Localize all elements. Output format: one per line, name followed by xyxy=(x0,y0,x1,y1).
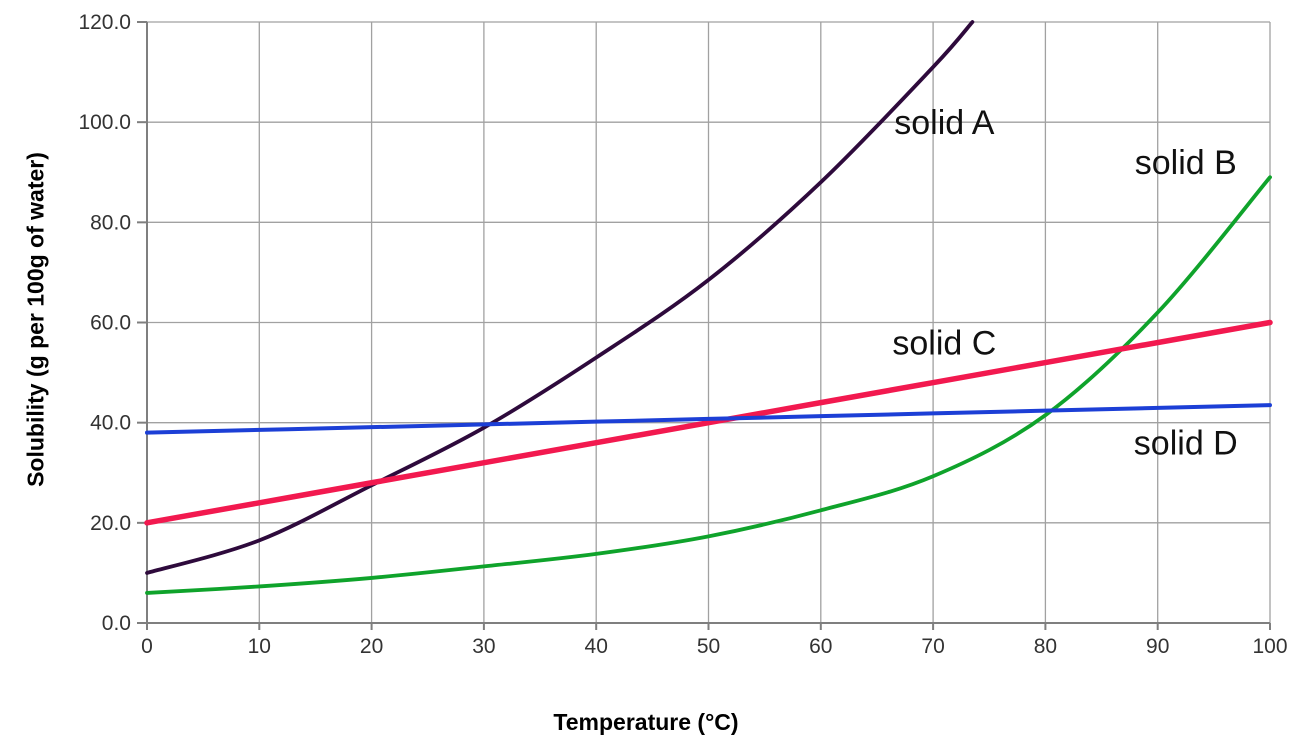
x-tick-label-60: 60 xyxy=(809,635,832,658)
y-axis-title: Solubility (g per 100g of water) xyxy=(22,152,49,487)
series-label-solid-d: solid D xyxy=(1134,425,1238,463)
x-tick-label-40: 40 xyxy=(585,635,608,658)
x-tick-label-30: 30 xyxy=(472,635,495,658)
x-tick-label-80: 80 xyxy=(1034,635,1057,658)
x-tick-label-70: 70 xyxy=(921,635,944,658)
x-axis-title: Temperature (°C) xyxy=(553,709,739,735)
series-label-solid-c: solid C xyxy=(892,325,996,363)
y-tick-label-100.0: 100.0 xyxy=(78,111,131,134)
series-label-solid-a: solid A xyxy=(894,104,994,142)
series-line-solid-a xyxy=(145,20,975,575)
series-line-solid-b xyxy=(145,175,1272,595)
x-tick-label-100: 100 xyxy=(1252,635,1287,658)
y-tick-label-40.0: 40.0 xyxy=(90,412,131,435)
y-tick-label-60.0: 60.0 xyxy=(90,312,131,335)
y-tick-label-120.0: 120.0 xyxy=(78,11,131,34)
y-tick-label-80.0: 80.0 xyxy=(90,211,131,234)
x-tick-label-0: 0 xyxy=(141,635,153,658)
y-tick-label-20.0: 20.0 xyxy=(90,512,131,535)
x-tick-label-90: 90 xyxy=(1146,635,1169,658)
y-tick-label-0.0: 0.0 xyxy=(102,612,131,635)
series-label-solid-b: solid B xyxy=(1135,144,1237,182)
x-tick-label-20: 20 xyxy=(360,635,383,658)
series-line-solid-d xyxy=(145,403,1272,435)
x-tick-label-10: 10 xyxy=(248,635,271,658)
series-line-solid-c xyxy=(144,319,1273,526)
x-tick-label-50: 50 xyxy=(697,635,720,658)
